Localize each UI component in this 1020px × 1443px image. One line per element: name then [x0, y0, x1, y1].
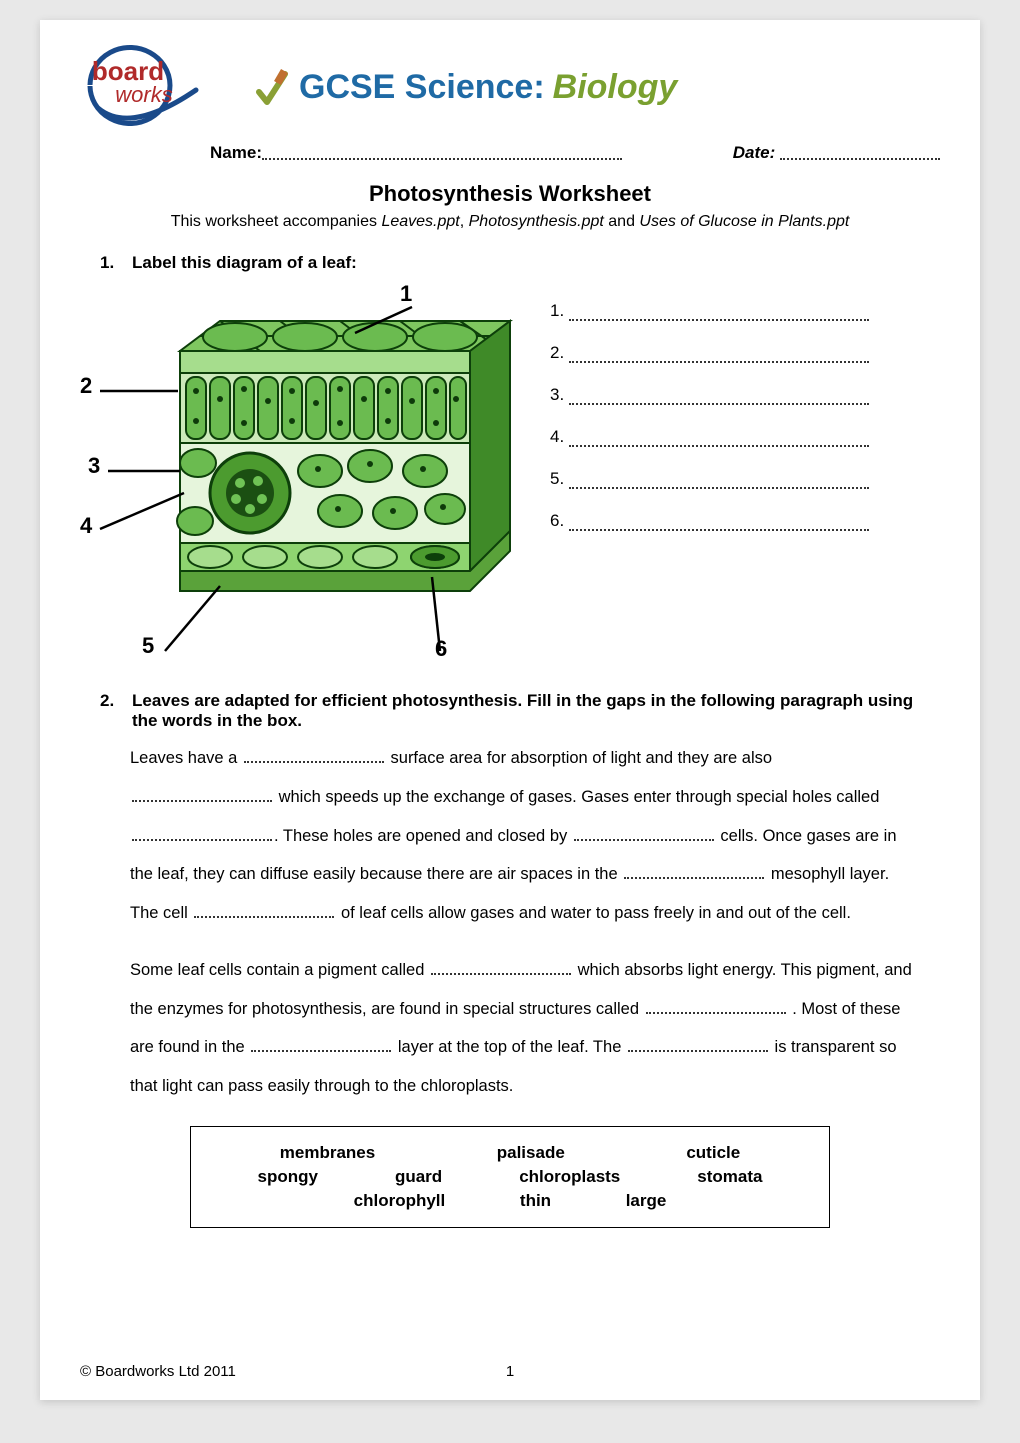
q1-number: 1.: [100, 253, 122, 273]
wordbank-item: chloroplasts: [519, 1167, 620, 1187]
name-label: Name:: [210, 143, 262, 163]
title-lockup: GCSE Science: Biology: [255, 68, 677, 108]
wordbank-item: large: [626, 1191, 667, 1211]
wordbank-item: guard: [395, 1167, 442, 1187]
boardworks-logo: board works: [80, 40, 200, 135]
copyright: © Boardworks Ltd 2011: [80, 1363, 236, 1380]
answer-line-3[interactable]: [569, 388, 869, 405]
answer-num-6: 6.: [550, 511, 564, 531]
diagram-label-5: 5: [142, 633, 154, 659]
q2-text: Leaves are adapted for efficient photosy…: [132, 691, 940, 731]
wordbank-item: chlorophyll: [354, 1191, 446, 1211]
q1-text: Label this diagram of a leaf:: [132, 253, 357, 273]
gap-input[interactable]: [251, 1050, 391, 1052]
date-input-line[interactable]: [780, 143, 940, 160]
gap-input[interactable]: [132, 839, 272, 841]
cuticle-layer: [180, 321, 510, 351]
q2-heading: 2. Leaves are adapted for efficient phot…: [80, 691, 940, 731]
wordbank-item: palisade: [497, 1143, 565, 1163]
lower-epidermis: [180, 543, 470, 571]
worksheet-page: board works GCSE Science: Biology Name: …: [40, 20, 980, 1400]
logo-text-bottom: works: [115, 82, 172, 107]
answer-num-4: 4.: [550, 427, 564, 447]
gap-input[interactable]: [574, 839, 714, 841]
answer-num-5: 5.: [550, 469, 564, 489]
palisade-layer: [180, 373, 470, 443]
gap-input[interactable]: [628, 1050, 768, 1052]
q2-paragraph-2: Some leaf cells contain a pigment called…: [80, 951, 940, 1106]
name-input-line[interactable]: [262, 143, 622, 160]
answer-line-4[interactable]: [569, 430, 869, 447]
date-label: Date:: [733, 143, 776, 163]
answer-num-2: 2.: [550, 343, 564, 363]
pencil-tick-icon: [255, 68, 291, 108]
page-number: 1: [506, 1363, 514, 1380]
question-1: 1. Label this diagram of a leaf:: [80, 253, 940, 661]
q2-number: 2.: [100, 691, 122, 731]
stoma: [411, 546, 459, 568]
diagram-label-4: 4: [80, 513, 92, 539]
diagram-label-1: 1: [400, 281, 412, 307]
title-subject: Biology: [553, 68, 678, 107]
footer: © Boardworks Ltd 2011 1: [80, 1363, 940, 1380]
worksheet-title: Photosynthesis Worksheet: [80, 181, 940, 207]
word-bank: membranes palisade cuticle spongy guard …: [190, 1126, 830, 1228]
upper-epidermis: [180, 351, 470, 373]
wordbank-item: membranes: [280, 1143, 375, 1163]
name-date-row: Name: Date:: [80, 143, 940, 163]
gap-input[interactable]: [624, 877, 764, 879]
wordbank-item: thin: [520, 1191, 551, 1211]
diagram-label-2: 2: [80, 373, 92, 399]
answer-num-1: 1.: [550, 301, 564, 321]
header: board works GCSE Science: Biology: [80, 40, 940, 135]
gap-input[interactable]: [244, 761, 384, 763]
gap-input[interactable]: [132, 800, 272, 802]
leaf-diagram: 1 2 3 4 5 6: [80, 281, 530, 661]
answer-line-5[interactable]: [569, 472, 869, 489]
q1-heading: 1. Label this diagram of a leaf:: [80, 253, 940, 273]
gap-input[interactable]: [646, 1012, 786, 1014]
q2-paragraph-1: Leaves have a surface area for absorptio…: [80, 739, 940, 933]
answer-num-3: 3.: [550, 385, 564, 405]
spongy-layer: [177, 443, 470, 543]
answer-line-1[interactable]: [569, 304, 869, 321]
wordbank-item: cuticle: [686, 1143, 740, 1163]
q1-answer-lines: 1. 2. 3. 4. 5. 6.: [550, 281, 940, 661]
diagram-label-6: 6: [435, 636, 447, 662]
gap-input[interactable]: [194, 916, 334, 918]
diagram-label-3: 3: [88, 453, 100, 479]
gap-input[interactable]: [431, 973, 571, 975]
answer-line-6[interactable]: [569, 514, 869, 531]
question-2: 2. Leaves are adapted for efficient phot…: [80, 691, 940, 1228]
title-prefix: GCSE Science:: [299, 68, 545, 107]
wordbank-item: spongy: [258, 1167, 318, 1187]
leaf-cross-section-svg: [80, 281, 530, 661]
accompanies-line: This worksheet accompanies Leaves.ppt, P…: [80, 213, 940, 231]
wordbank-item: stomata: [697, 1167, 762, 1187]
answer-line-2[interactable]: [569, 346, 869, 363]
